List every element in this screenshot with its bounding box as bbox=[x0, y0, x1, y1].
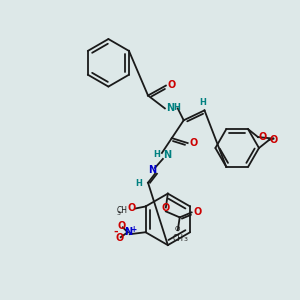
Text: O: O bbox=[162, 203, 170, 214]
Text: O: O bbox=[175, 226, 180, 232]
Text: O: O bbox=[128, 203, 136, 214]
Text: O: O bbox=[118, 221, 126, 231]
Text: 3: 3 bbox=[117, 211, 121, 216]
Text: H: H bbox=[136, 179, 142, 188]
Text: O: O bbox=[190, 138, 198, 148]
Text: O: O bbox=[168, 80, 176, 90]
Text: O: O bbox=[116, 233, 124, 243]
Text: H: H bbox=[199, 98, 206, 107]
Text: O: O bbox=[194, 207, 202, 218]
Text: O: O bbox=[270, 135, 278, 145]
Text: N: N bbox=[124, 227, 132, 237]
Text: CH: CH bbox=[172, 234, 183, 243]
Text: N: N bbox=[148, 165, 156, 175]
Text: N: N bbox=[166, 103, 174, 113]
Text: +: + bbox=[130, 225, 137, 234]
Text: H: H bbox=[173, 103, 180, 112]
Text: 3: 3 bbox=[184, 237, 188, 242]
Text: N: N bbox=[163, 150, 171, 160]
Text: -: - bbox=[113, 227, 118, 237]
Text: O: O bbox=[259, 132, 267, 142]
Text: H: H bbox=[153, 151, 160, 160]
Text: CH: CH bbox=[117, 206, 128, 215]
